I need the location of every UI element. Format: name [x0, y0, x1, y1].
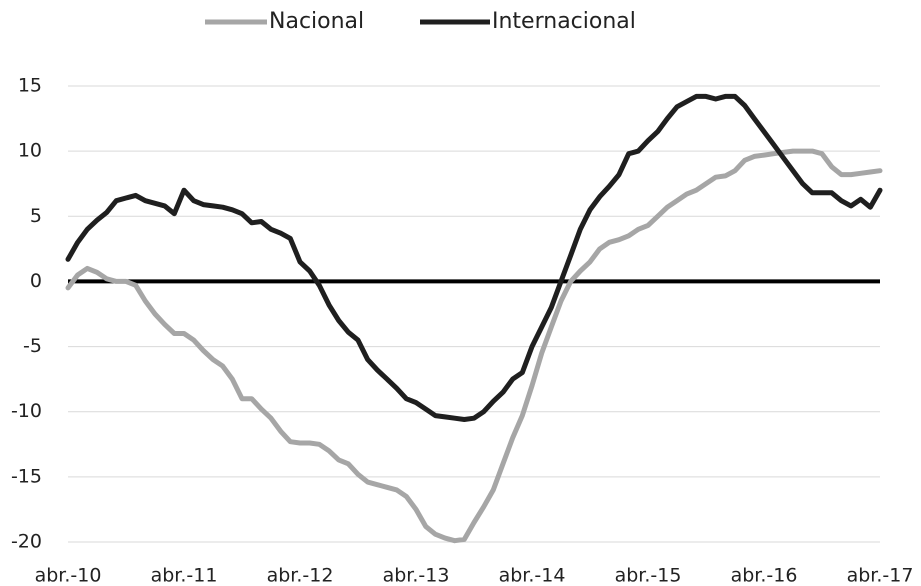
series-line — [65, 93, 883, 422]
x-tick-label: abr.-15 — [615, 565, 682, 586]
x-tick-label: abr.-11 — [151, 565, 218, 586]
y-tick-label: -10 — [11, 400, 42, 422]
x-tick-label: abr.-13 — [383, 565, 450, 586]
y-tick-label: 10 — [18, 140, 42, 162]
y-tick-label: -5 — [23, 335, 42, 357]
x-tick-label: abr.-10 — [35, 565, 102, 586]
x-tick-label: abr.-16 — [731, 565, 798, 586]
y-tick-label: 15 — [18, 75, 42, 97]
legend-label: Internacional — [492, 9, 636, 34]
y-tick-label: 0 — [30, 270, 42, 292]
x-tick-label: abr.-14 — [499, 565, 566, 586]
series-line — [65, 148, 883, 544]
x-tick-label: abr.-12 — [267, 565, 334, 586]
legend-label: Nacional — [269, 9, 364, 34]
y-tick-label: 5 — [30, 205, 42, 227]
x-tick-label: abr.-17 — [847, 565, 914, 586]
y-tick-label: -20 — [11, 531, 42, 553]
y-tick-label: -15 — [11, 465, 42, 487]
